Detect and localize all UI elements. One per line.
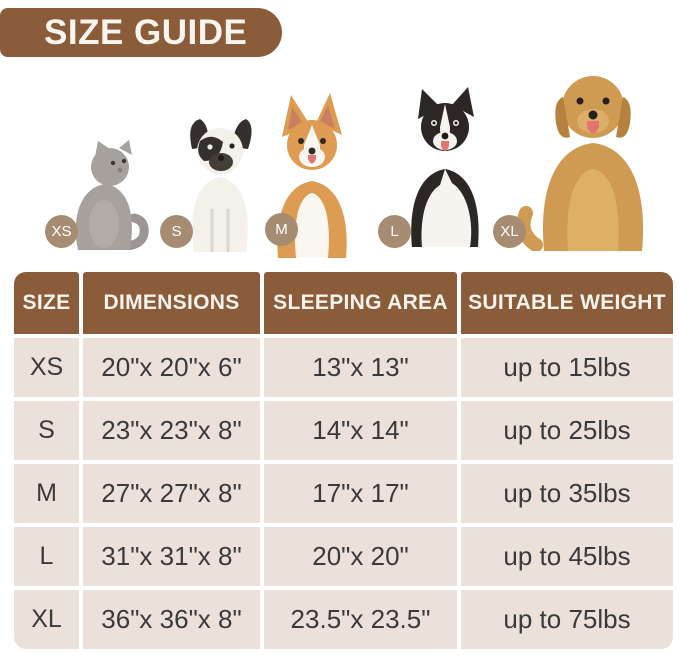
cat-illustration: [75, 140, 149, 250]
french-bulldog-image: [182, 117, 258, 252]
cat-image: [58, 140, 150, 250]
cell-dimensions: 20"x 20"x 6": [83, 338, 260, 397]
cell-suitable-weight: up to 45lbs: [461, 527, 673, 586]
col-header-dimensions: DIMENSIONS: [83, 272, 260, 334]
cell-suitable-weight: up to 75lbs: [461, 590, 673, 649]
size-table: SIZE DIMENSIONS SLEEPING AREA SUITABLE W…: [10, 268, 677, 653]
page-title: SIZE GUIDE: [44, 13, 248, 52]
size-badge-s: S: [160, 215, 193, 248]
title-banner: SIZE GUIDE: [0, 8, 282, 57]
table-row-s: S 23"x 23"x 8" 14"x 14" up to 25lbs: [14, 401, 673, 460]
size-badge-m: M: [265, 213, 298, 246]
cell-sleeping-area: 20"x 20": [264, 527, 457, 586]
col-header-suitable-weight: SUITABLE WEIGHT: [461, 272, 673, 334]
cell-sleeping-area: 14"x 14": [264, 401, 457, 460]
golden-retriever-illustration: [516, 76, 644, 251]
golden-retriever-image: [516, 65, 671, 251]
table-row-m: M 27"x 27"x 8" 17"x 17" up to 35lbs: [14, 464, 673, 523]
border-collie-illustration: [411, 87, 479, 247]
cell-size: L: [14, 527, 79, 586]
cell-suitable-weight: up to 35lbs: [461, 464, 673, 523]
col-header-size: SIZE: [14, 272, 79, 334]
table-row-xs: XS 20"x 20"x 6" 13"x 13" up to 15lbs: [14, 338, 673, 397]
cell-sleeping-area: 23.5"x 23.5": [264, 590, 457, 649]
size-badge-xs: XS: [45, 215, 78, 248]
cell-dimensions: 31"x 31"x 8": [83, 527, 260, 586]
table-row-l: L 31"x 31"x 8" 20"x 20" up to 45lbs: [14, 527, 673, 586]
border-collie-image: [396, 83, 496, 247]
cell-suitable-weight: up to 25lbs: [461, 401, 673, 460]
cell-sleeping-area: 17"x 17": [264, 464, 457, 523]
size-badge-l: L: [378, 215, 411, 248]
cell-dimensions: 23"x 23"x 8": [83, 401, 260, 460]
size-badge-xl: XL: [493, 215, 526, 248]
cell-size: S: [14, 401, 79, 460]
table-header-row: SIZE DIMENSIONS SLEEPING AREA SUITABLE W…: [14, 272, 673, 334]
corgi-image: [262, 93, 362, 258]
french-bulldog-illustration: [190, 119, 252, 252]
cell-size: XL: [14, 590, 79, 649]
cell-size: XS: [14, 338, 79, 397]
cell-sleeping-area: 13"x 13": [264, 338, 457, 397]
table-row-xl: XL 36"x 36"x 8" 23.5"x 23.5" up to 75lbs: [14, 590, 673, 649]
cell-suitable-weight: up to 15lbs: [461, 338, 673, 397]
corgi-illustration: [277, 93, 347, 258]
col-header-sleeping-area: SLEEPING AREA: [264, 272, 457, 334]
cell-dimensions: 36"x 36"x 8": [83, 590, 260, 649]
cell-dimensions: 27"x 27"x 8": [83, 464, 260, 523]
cell-size: M: [14, 464, 79, 523]
